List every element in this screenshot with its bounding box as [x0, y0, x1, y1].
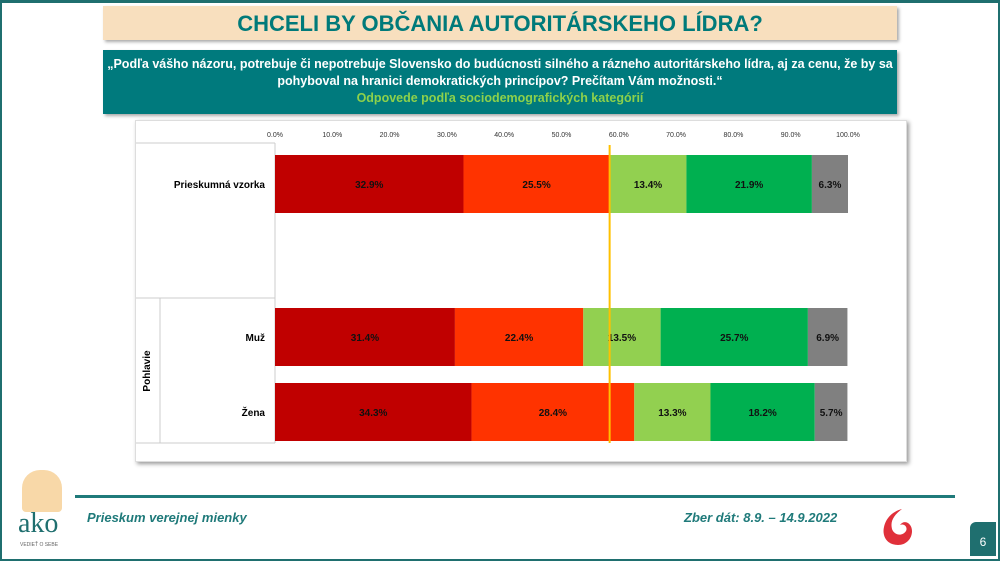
stacked-bar-chart: 0.0% 10.0% 20.0% 30.0% 40.0% 50.0% 60.0% 70.0% 8…: [136, 132, 860, 476]
data-label: 5.7%: [820, 408, 843, 419]
footer-date: Zber dát: 8.9. – 14.9.2022: [684, 510, 838, 525]
bar-segment: [275, 383, 472, 441]
question-box: „Podľa vášho názoru, potrebuje či nepotr…: [103, 50, 897, 114]
bar-segment: [275, 155, 464, 213]
x-tick-label: 40.0%: [494, 132, 514, 139]
bar-segment: [471, 383, 635, 441]
data-label: 13.5%: [608, 333, 636, 344]
data-label: 32.9%: [355, 180, 383, 191]
bar-segment: [609, 155, 687, 213]
question-text: „Podľa vášho názoru, potrebuje či nepotr…: [107, 57, 893, 88]
data-label: 6.9%: [816, 333, 839, 344]
bar-segment: [634, 383, 711, 441]
bar-segment: [807, 308, 848, 366]
x-tick-label: 10.0%: [322, 132, 342, 139]
data-label: 28.4%: [539, 408, 567, 419]
bar-segment: [463, 155, 610, 213]
x-tick-label: 100.0%: [836, 132, 860, 139]
slide-title: CHCELI BY OBČANIA AUTORITÁRSKEHO LÍDRA?: [103, 6, 897, 40]
bar-segment: [686, 155, 812, 213]
chart-container: 0.0% 10.0% 20.0% 30.0% 40.0% 50.0% 60.0% 70.0% 8…: [135, 120, 907, 476]
bar-segment: [710, 383, 815, 441]
category-label: Muž: [246, 333, 265, 344]
x-tick-label: 70.0%: [666, 132, 686, 139]
bar-segment: [275, 308, 455, 366]
data-label: 18.2%: [748, 408, 776, 419]
bar-segment: [660, 308, 808, 366]
data-label: 25.7%: [720, 333, 748, 344]
page-number: 6: [970, 522, 996, 556]
x-tick-label: 50.0%: [552, 132, 572, 139]
category-label: Prieskumná vzorka: [174, 180, 266, 191]
x-tick-label: 20.0%: [380, 132, 400, 139]
bar-segment: [811, 155, 848, 213]
bar-segment: [583, 308, 661, 366]
subtitle: Odpovede podľa sociodemografických kateg…: [356, 91, 644, 105]
x-tick-label: 60.0%: [609, 132, 629, 139]
x-tick-label: 30.0%: [437, 132, 457, 139]
x-tick-label: 90.0%: [781, 132, 801, 139]
footer-left: Prieskum verejnej mienky: [87, 510, 247, 525]
group-label: Pohlavie: [142, 350, 153, 392]
data-label: 25.5%: [522, 180, 550, 191]
spiral-logo-icon: [883, 509, 912, 545]
data-label: 13.3%: [658, 408, 686, 419]
x-tick-label: 0.0%: [267, 132, 283, 139]
data-label: 22.4%: [505, 333, 533, 344]
category-label: Žena: [242, 406, 266, 419]
data-label: 31.4%: [351, 333, 379, 344]
ako-logo: ako VEDIEŤ O SEBE: [14, 470, 74, 550]
data-label: 21.9%: [735, 180, 763, 191]
data-label: 13.4%: [634, 180, 662, 191]
data-label: 6.3%: [819, 180, 842, 191]
x-tick-label: 80.0%: [723, 132, 743, 139]
footer-divider: [75, 495, 955, 498]
bar-segment: [814, 383, 848, 441]
data-label: 34.3%: [359, 408, 387, 419]
bar-segment: [454, 308, 584, 366]
